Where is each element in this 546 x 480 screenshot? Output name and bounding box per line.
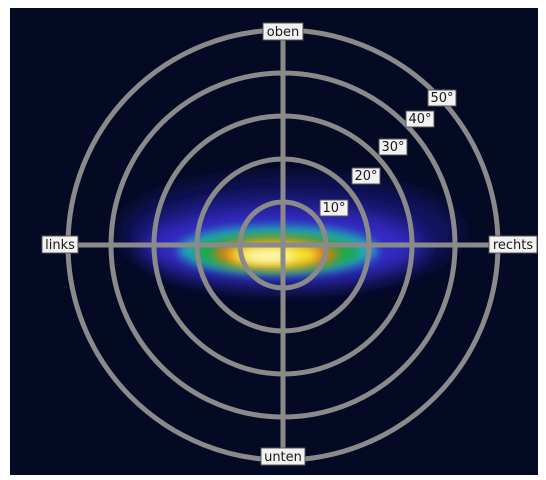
ring-label-text-30: 30° xyxy=(381,140,404,155)
intensity-peak-zone xyxy=(242,250,294,262)
direction-top-text: oben xyxy=(267,25,299,40)
ring-angle-labels: 10° 20° 30° 40° 50° xyxy=(319,89,457,217)
direction-label-left: links xyxy=(41,235,79,254)
ring-label-text-40: 40° xyxy=(408,112,431,127)
direction-right-text: rechts xyxy=(493,238,534,253)
direction-left-text: links xyxy=(45,238,75,253)
ring-label-50: 50° xyxy=(427,89,457,107)
ring-label-10: 10° xyxy=(319,199,349,217)
ring-label-40: 40° xyxy=(405,110,435,128)
direction-label-bottom: unten xyxy=(260,447,306,466)
direction-label-right: rechts xyxy=(488,235,538,254)
ring-label-20: 20° xyxy=(351,167,381,185)
ring-label-30: 30° xyxy=(378,138,408,156)
ring-label-text-20: 20° xyxy=(354,169,377,184)
direction-label-top: oben xyxy=(262,22,304,41)
ring-label-text-50: 50° xyxy=(430,91,453,106)
ring-label-text-10: 10° xyxy=(322,201,345,216)
direction-bottom-text: unten xyxy=(264,450,302,465)
